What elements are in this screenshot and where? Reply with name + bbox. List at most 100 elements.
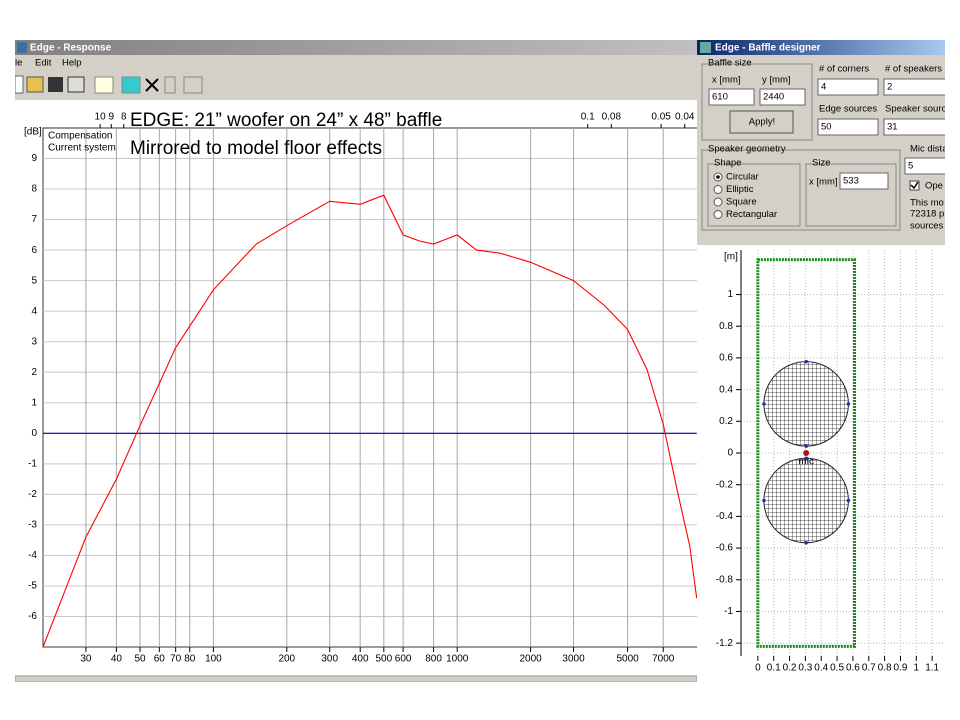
input-value: 2440 [763, 92, 784, 103]
speaker-node [804, 359, 808, 364]
spin-input[interactable] [817, 118, 879, 136]
label: x [mm] [809, 177, 838, 188]
x-tick-label: 0.6 [846, 663, 860, 674]
speaker [763, 457, 849, 544]
y-tick-label: -0.2 [716, 479, 734, 490]
x-tick-label: 0.2 [783, 663, 797, 674]
info: sources [910, 221, 944, 232]
plot-area [42, 127, 697, 648]
x-tick-label: 2000 [519, 654, 542, 665]
checkbox[interactable] [909, 180, 920, 191]
y-tick-label: -6 [28, 611, 37, 622]
button-label: Apply! [749, 117, 775, 128]
speaker-node [846, 402, 851, 406]
x-tick-label: 60 [154, 654, 166, 665]
tool-button[interactable] [48, 77, 63, 92]
y-tick-label: 1 [31, 397, 37, 408]
x-tick-label: 5000 [616, 654, 639, 665]
spin-input[interactable] [817, 78, 879, 96]
speaker-node [762, 498, 766, 503]
radio-button[interactable] [713, 210, 723, 219]
x-tick-label: 400 [352, 654, 369, 665]
tool-button[interactable] [67, 76, 85, 93]
y-tick-label: 3 [31, 336, 37, 347]
baffle-plot: -1.2 -1 -0.8 -0.6 -0.4 -0.2 0 0.2 0.4 0.6 0.8 1 0 0.1… [716, 250, 945, 674]
app-icon [700, 42, 711, 53]
y-tick-label: -0.8 [716, 574, 734, 585]
menu-item[interactable]: Edit [35, 58, 52, 69]
x-tick-label: 80 [184, 654, 196, 665]
y-tick-label: -1 [724, 606, 733, 617]
radio-button[interactable] [713, 185, 723, 194]
y-tick-label: 9 [31, 153, 37, 164]
input[interactable] [839, 172, 889, 190]
input-value: 4 [821, 82, 826, 93]
menu-item[interactable]: le [15, 58, 22, 69]
input[interactable] [904, 157, 955, 175]
mic-label: mic [798, 457, 814, 468]
x-tick-label: 0.8 [878, 663, 892, 674]
x-tick-label: 3000 [562, 654, 585, 665]
x-tick-label: 200 [278, 654, 295, 665]
checkmark [910, 181, 919, 190]
label: y [mm] [762, 75, 791, 86]
label: Speaker geometry [708, 144, 786, 155]
tool-button[interactable] [121, 76, 141, 94]
title-bar [15, 40, 697, 55]
label: x [mm] [712, 75, 741, 86]
x2-tick-label: 9 [108, 112, 114, 123]
button[interactable] [729, 110, 794, 134]
x-tick-label: 800 [425, 654, 442, 665]
input[interactable] [759, 88, 806, 106]
x-tick-label: 1.1 [925, 663, 939, 674]
input[interactable] [708, 88, 755, 106]
speaker-node [804, 444, 808, 448]
y-tick-label: -2 [28, 489, 37, 500]
label: # of speakers [885, 64, 942, 75]
label: Baffle size [708, 58, 752, 69]
radio-button[interactable] [713, 197, 723, 207]
label: Size [812, 158, 830, 169]
y-tick-label: -4 [28, 550, 37, 561]
x2-tick-label: 8 [121, 112, 127, 123]
tool-button[interactable] [145, 78, 159, 92]
mic [803, 450, 810, 456]
info: 72318 p [910, 209, 944, 220]
input-value: 5 [908, 161, 913, 172]
y-tick-label: -3 [28, 520, 37, 531]
tool-button[interactable] [94, 76, 114, 94]
x-tick-label: 7000 [652, 654, 675, 665]
menu-item[interactable]: Help [62, 58, 82, 69]
x-tick-label: 0.4 [814, 663, 828, 674]
radio-label: Square [726, 197, 757, 208]
title-bar [697, 40, 945, 55]
group-box [805, 163, 897, 227]
group-box [707, 163, 801, 227]
tool-button[interactable] [183, 76, 203, 94]
radio-label: Rectangular [726, 209, 777, 220]
tool-button[interactable] [164, 76, 176, 94]
label: Edge sources [819, 104, 877, 115]
x-tick-label: 0.9 [894, 663, 908, 674]
input[interactable] [883, 118, 954, 136]
tool-button[interactable] [15, 75, 24, 94]
y-tick-label: -5 [28, 581, 37, 592]
x-tick-label: 600 [395, 654, 412, 665]
app-icon [17, 42, 27, 53]
y-tick-label: -0.4 [716, 511, 734, 522]
baffle-window: Edge - Baffle designer Baffle size x [mm… [697, 40, 955, 682]
x-tick-label: 500 [375, 654, 392, 665]
x-tick-label: 0.5 [830, 663, 844, 674]
radio-label: Elliptic [726, 184, 754, 195]
x-tick-label: 1 [914, 663, 920, 674]
input[interactable] [883, 78, 954, 96]
label: Ope [925, 181, 943, 192]
baffle-outline [756, 258, 857, 648]
window-title: Edge - Baffle designer [715, 43, 821, 54]
y-tick-label: 0.4 [719, 384, 733, 395]
input-value: 50 [821, 122, 832, 133]
tool-button[interactable] [26, 76, 44, 93]
status-bar [15, 675, 697, 682]
speaker-node [804, 456, 808, 461]
